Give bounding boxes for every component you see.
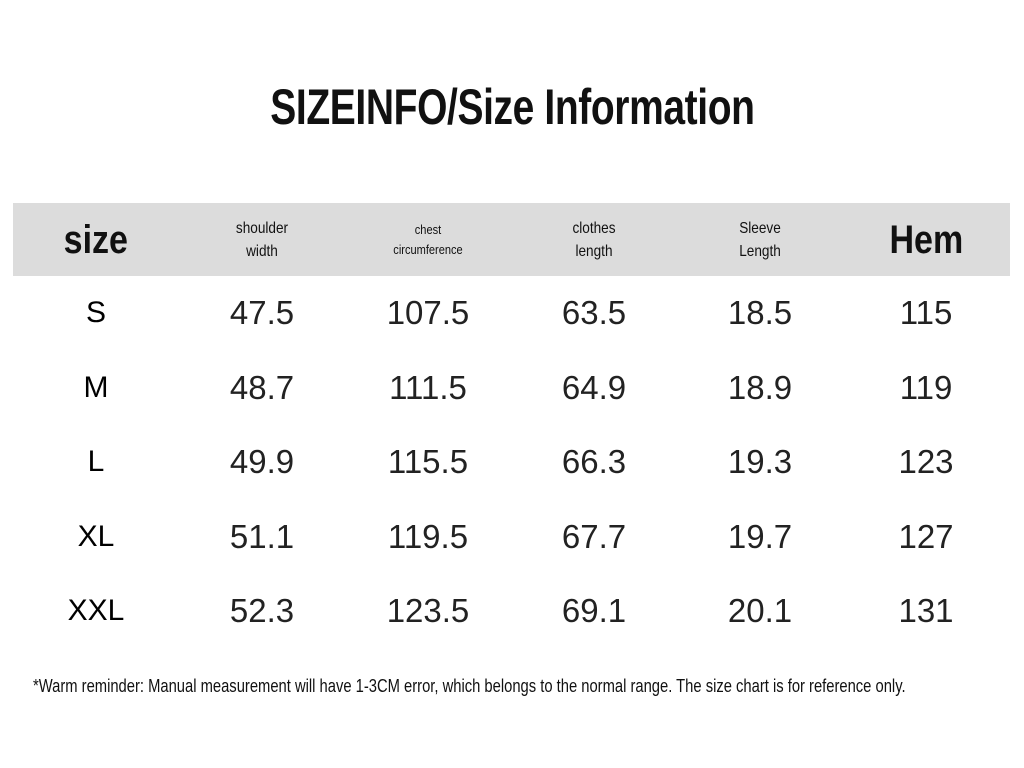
measurement: 119.5 — [387, 517, 469, 555]
measurement: 119 — [899, 368, 953, 406]
header-text: chest circumference — [393, 221, 463, 257]
header-cell: size — [13, 203, 179, 276]
measurement: 111.5 — [389, 368, 467, 406]
header-text: Hem — [889, 217, 963, 262]
measurement: 66.3 — [561, 443, 627, 480]
header-cell: clothes length — [511, 203, 677, 276]
measurement: 20.1 — [727, 592, 793, 629]
measurement: 52.3 — [229, 592, 295, 629]
size-label: S — [85, 296, 106, 329]
measurement: 49.9 — [229, 443, 295, 480]
header-cell: shoulder width — [179, 203, 345, 276]
measurement: 115 — [899, 294, 953, 331]
measurement: 67.7 — [561, 517, 627, 555]
measurement: 48.7 — [229, 368, 295, 406]
measurement: 127 — [898, 517, 954, 555]
size-label: XL — [77, 519, 115, 553]
measurement: 18.9 — [727, 368, 793, 406]
header-cell: Sleeve Length — [677, 203, 843, 276]
size-label: XXL — [67, 594, 125, 627]
measurement: 51.1 — [229, 517, 295, 555]
measurement: 69.1 — [561, 592, 627, 629]
header-text: shoulder width — [235, 219, 289, 260]
measurement: 18.5 — [727, 294, 793, 331]
footnote: *Warm reminder: Manual measurement will … — [33, 676, 906, 696]
size-label: L — [87, 445, 105, 478]
measurement: 131 — [898, 592, 954, 629]
measurement: 19.7 — [727, 517, 793, 555]
size-label: M — [83, 370, 109, 404]
title: SIZEINFO/Size Information — [0, 78, 1024, 136]
measurement: 63.5 — [561, 294, 627, 331]
header-text: clothes length — [572, 219, 616, 260]
measurement: 123.5 — [386, 592, 470, 629]
header-cell: Hem — [843, 203, 1009, 276]
measurement: 19.3 — [727, 443, 793, 480]
header-band — [13, 203, 1010, 276]
measurement: 64.9 — [561, 368, 627, 406]
measurement: 107.5 — [386, 294, 470, 331]
measurement: 47.5 — [229, 294, 295, 331]
title-text: SIZEINFO/Size Information — [269, 79, 755, 135]
header-text: Sleeve Length — [739, 219, 781, 260]
measurement: 115.5 — [387, 443, 469, 480]
header-cell: chest circumference — [345, 203, 511, 276]
header-text: size — [63, 217, 129, 262]
measurement: 123 — [898, 443, 954, 480]
